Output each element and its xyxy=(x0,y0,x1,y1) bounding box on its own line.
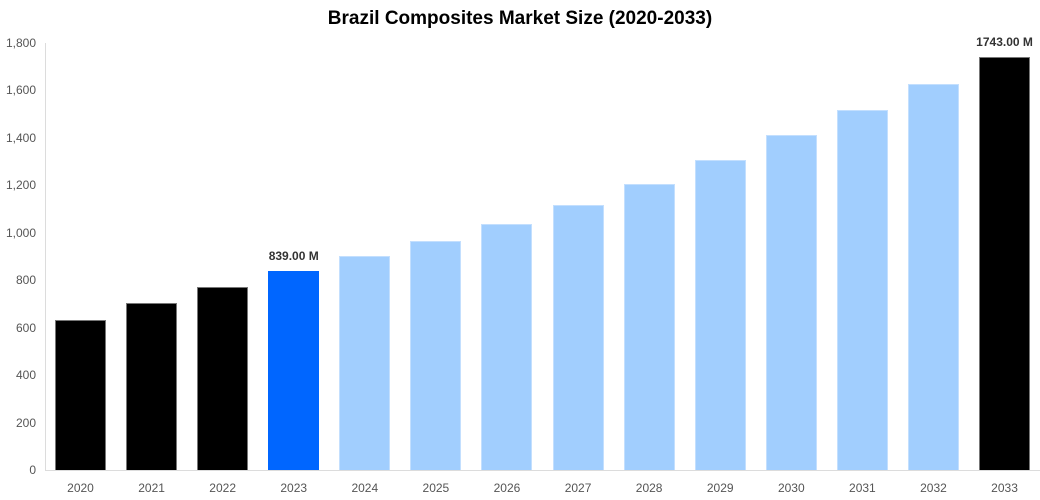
data-label-2023: 839.00 M xyxy=(268,248,319,263)
y-tick-label: 1,000 xyxy=(5,225,36,240)
bar-2021[interactable] xyxy=(126,302,178,470)
bar-2028[interactable] xyxy=(623,183,675,470)
y-tick-label: 1,200 xyxy=(5,178,36,193)
bar-2025[interactable] xyxy=(410,240,462,470)
x-tick-label: 2029 xyxy=(706,481,734,495)
bar-2024[interactable] xyxy=(339,256,391,470)
y-tick-label: 400 xyxy=(15,368,36,383)
bar-2029[interactable] xyxy=(694,159,746,470)
bar-2030[interactable] xyxy=(765,135,817,470)
y-tick-label: 200 xyxy=(15,415,36,430)
x-tick-label: 2033 xyxy=(991,481,1018,495)
bar-2020[interactable] xyxy=(55,319,106,470)
bar-2022[interactable] xyxy=(197,287,249,470)
y-axis-line xyxy=(45,43,46,471)
data-label-2033: 1743.00 M xyxy=(976,34,1033,49)
x-tick-label: 2031 xyxy=(849,481,876,495)
y-tick-label: 1,400 xyxy=(5,130,36,145)
x-axis-line xyxy=(45,470,1040,471)
y-tick-label: 600 xyxy=(15,320,36,335)
x-tick-label: 2026 xyxy=(493,481,521,495)
bar-2026[interactable] xyxy=(481,224,533,470)
x-tick-label: 2030 xyxy=(777,481,805,495)
y-tick-label: 800 xyxy=(15,273,36,288)
y-tick-label: 1,800 xyxy=(5,36,36,50)
y-tick-label: 0 xyxy=(29,463,36,477)
x-tick-label: 2032 xyxy=(920,481,947,495)
x-tick-label: 2021 xyxy=(138,481,165,495)
x-tick-label: 2022 xyxy=(209,481,236,495)
x-tick-label: 2020 xyxy=(67,481,94,495)
x-tick-label: 2025 xyxy=(422,481,450,495)
bar-2031[interactable] xyxy=(836,109,888,470)
x-tick-label: 2027 xyxy=(564,481,592,495)
bar-2023[interactable] xyxy=(268,270,320,470)
chart-title: Brazil Composites Market Size (2020-2033… xyxy=(327,8,713,29)
bar-2033[interactable] xyxy=(979,56,1031,470)
x-tick-label: 2023 xyxy=(280,481,308,495)
x-tick-label: 2028 xyxy=(635,481,663,495)
bar-2027[interactable] xyxy=(552,205,604,470)
y-tick-label: 1,600 xyxy=(5,83,36,98)
x-tick-label: 2024 xyxy=(351,481,379,495)
bar-2032[interactable] xyxy=(907,84,959,470)
